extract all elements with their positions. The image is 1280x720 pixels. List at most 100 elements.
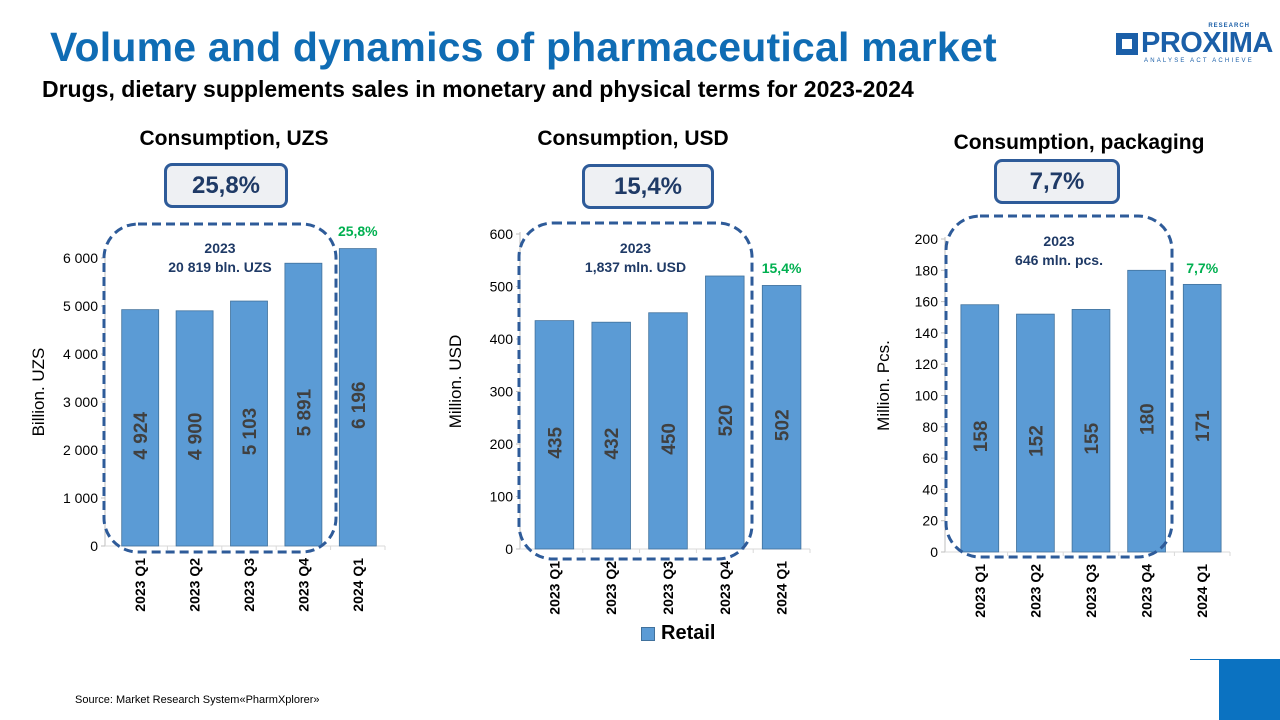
chart-2-2023-frame xyxy=(517,221,754,561)
chart-3-category-label: 2023 Q1 xyxy=(972,564,988,618)
chart-1-annotation-total: 20 819 bln. UZS xyxy=(168,259,271,275)
chart-3-ytick-label: 200 xyxy=(915,231,939,247)
legend-label-retail: Retail xyxy=(661,622,716,644)
page-subtitle: Drugs, dietary supplements sales in mone… xyxy=(42,76,914,102)
chart-1-category-label: 2023 Q1 xyxy=(132,558,148,612)
chart-3-title: Consumption, packaging xyxy=(953,131,1205,154)
chart-3-ytick-label: 0 xyxy=(930,544,938,560)
chart-2-category-label: 2023 Q4 xyxy=(717,561,733,615)
chart-3-ytick-label: 180 xyxy=(915,262,939,278)
chart-1-title: Consumption, UZS xyxy=(139,127,329,150)
chart-2-ytick-label: 300 xyxy=(490,384,514,400)
chart-2-ytick-label: 0 xyxy=(505,541,513,557)
chart-1-category-label: 2023 Q4 xyxy=(295,558,311,612)
chart-2-ytick-label: 600 xyxy=(490,226,514,242)
chart-3-bar xyxy=(1016,313,1055,553)
chart-3-category-label: 2024 Q1 xyxy=(1194,564,1210,618)
chart-1-ytick-label: 5 000 xyxy=(63,298,98,314)
chart-3-ytick-label: 60 xyxy=(922,450,938,466)
chart-3-category-label: 2023 Q2 xyxy=(1027,564,1043,618)
chart-3-growth-box: 7,7% xyxy=(994,159,1120,204)
chart-2-ytick-label: 200 xyxy=(490,436,514,452)
logo-name: PROXIMA xyxy=(1141,27,1273,59)
chart-1-ytick-label: 6 000 xyxy=(63,250,98,266)
chart-2-growth-label: 15,4% xyxy=(762,260,802,276)
chart-1-annotation-year: 2023 xyxy=(204,240,235,256)
chart-2-growth-box: 15,4% xyxy=(582,164,714,209)
chart-3-growth-label: 7,7% xyxy=(1186,260,1218,276)
chart-1-bar-label: 4 924 xyxy=(131,412,152,460)
chart-2-annotation-total: 1,837 mln. USD xyxy=(585,259,686,275)
chart-3-annotation-total: 646 mln. pcs. xyxy=(1015,252,1103,268)
chart-2-annotation-year: 2023 xyxy=(620,240,651,256)
chart-1-ytick-label: 1 000 xyxy=(63,490,98,506)
chart-2-ytick-label: 500 xyxy=(490,279,514,295)
chart-1-category-label: 2024 Q1 xyxy=(350,558,366,612)
chart-3-bar xyxy=(960,304,1000,553)
chart-1-bar xyxy=(284,262,323,547)
chart-1-y-axis-label: Billion. UZS xyxy=(29,348,48,437)
chart-1-bar xyxy=(230,300,268,547)
legend-swatch-retail xyxy=(641,626,655,641)
chart-3-bar-label: 155 xyxy=(1082,422,1103,454)
chart-2-bar-label: 502 xyxy=(773,409,794,441)
chart-3-y-axis-label: Million. Pcs. xyxy=(874,340,893,431)
chart-3-ytick-label: 140 xyxy=(915,325,939,341)
logo-research: RESEARCH xyxy=(1208,23,1250,29)
chart-3-bar xyxy=(1182,283,1222,553)
chart-3-ytick-label: 20 xyxy=(922,513,938,529)
chart-1-bar-label: 6 196 xyxy=(349,382,370,430)
chart-2-bar xyxy=(761,285,802,550)
chart-3-ytick-label: 120 xyxy=(915,356,939,372)
chart-3-bar-label: 171 xyxy=(1193,410,1214,442)
chart-3-annotation-year: 2023 xyxy=(1043,233,1074,249)
chart-3-ytick-label: 40 xyxy=(922,481,938,497)
chart-1-bar-label: 4 900 xyxy=(186,413,207,461)
logo-tagline: ANALYSE ACT ACHIEVE xyxy=(1144,58,1254,64)
chart-1-ytick-label: 0 xyxy=(90,538,98,554)
chart-2-bar xyxy=(534,320,575,550)
chart-3-2023-frame xyxy=(944,214,1174,559)
chart-2-bar-label: 432 xyxy=(602,428,623,460)
logo-mark-icon xyxy=(1116,33,1138,55)
chart-3-bar-label: 152 xyxy=(1026,425,1047,457)
corner-decor-line xyxy=(1190,659,1219,660)
chart-2-title: Consumption, USD xyxy=(537,127,729,150)
chart-1-bar-label: 5 103 xyxy=(240,408,261,456)
page-title: Volume and dynamics of pharmaceutical ma… xyxy=(50,24,997,70)
chart-1-category-label: 2023 Q2 xyxy=(187,558,203,612)
chart-2-bar xyxy=(591,321,631,550)
chart-2-y-axis-label: Million. USD xyxy=(446,335,465,429)
proxima-logo: PROXIMA RESEARCH ANALYSE ACT ACHIEVE xyxy=(1114,22,1273,68)
chart-1-ytick-label: 2 000 xyxy=(63,442,98,458)
source-note: Source: Market Research System«PharmXplo… xyxy=(75,694,320,706)
chart-2-ytick-label: 400 xyxy=(490,331,514,347)
chart-2-category-label: 2023 Q3 xyxy=(660,561,676,615)
chart-1-growth-label: 25,8% xyxy=(338,223,378,239)
chart-2-category-label: 2023 Q2 xyxy=(603,561,619,615)
chart-1-bar xyxy=(121,309,160,547)
chart-3-bar-label: 180 xyxy=(1138,403,1159,435)
chart-2-bar xyxy=(705,275,745,550)
chart-3-ytick-label: 100 xyxy=(915,388,939,404)
chart-1-ytick-label: 4 000 xyxy=(63,346,98,362)
chart-3-bar-label: 158 xyxy=(971,421,992,453)
chart-3-ytick-label: 80 xyxy=(922,419,938,435)
chart-1-bar xyxy=(338,248,377,547)
chart-2-bar-label: 520 xyxy=(716,405,737,437)
chart-legend: Retail xyxy=(641,622,715,645)
chart-2-category-label: 2024 Q1 xyxy=(774,561,790,615)
chart-1-bar xyxy=(175,310,214,547)
chart-3-category-label: 2023 Q3 xyxy=(1083,564,1099,618)
chart-3-bar xyxy=(1127,269,1166,553)
chart-1-growth-box: 25,8% xyxy=(164,163,288,208)
chart-2-category-label: 2023 Q1 xyxy=(546,561,562,615)
chart-1-bar-label: 5 891 xyxy=(294,388,315,436)
chart-2-bar xyxy=(648,312,688,550)
chart-2-bar-label: 435 xyxy=(545,427,566,459)
chart-2-ytick-label: 100 xyxy=(490,489,514,505)
chart-3-category-label: 2023 Q4 xyxy=(1139,564,1155,618)
chart-3-bar xyxy=(1071,309,1111,553)
chart-1-category-label: 2023 Q3 xyxy=(241,558,257,612)
